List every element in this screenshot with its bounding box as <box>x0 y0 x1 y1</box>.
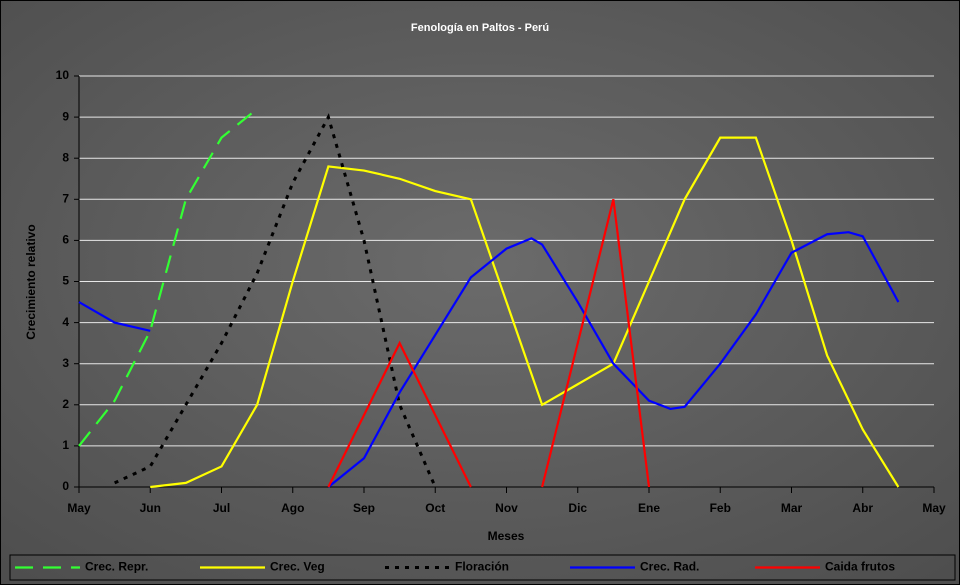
x-tick-label: Ene <box>638 501 660 515</box>
y-tick-label: 0 <box>62 479 69 493</box>
x-tick-label: Jun <box>140 501 161 515</box>
legend-label: Floración <box>455 560 509 574</box>
y-tick-label: 7 <box>62 191 69 205</box>
series-line <box>327 199 651 488</box>
y-tick-label: 2 <box>62 397 69 411</box>
x-tick-label: Abr <box>852 501 873 515</box>
y-tick-label: 1 <box>62 438 69 452</box>
x-tick-label: Mar <box>781 501 803 515</box>
series-line <box>78 108 258 447</box>
x-tick-label: Ago <box>281 501 304 515</box>
y-tick-label: 10 <box>56 68 70 82</box>
x-tick-label: Dic <box>568 501 587 515</box>
legend-label: Crec. Veg <box>270 560 325 574</box>
x-tick-label: Nov <box>495 501 518 515</box>
x-axis-label: Meses <box>488 529 525 543</box>
legend-frame <box>9 554 956 581</box>
legend-label: Caida frutos <box>825 560 895 574</box>
y-tick-label: 9 <box>62 109 69 123</box>
x-tick-label: May <box>67 501 91 515</box>
y-tick-label: 8 <box>62 150 69 164</box>
chart-title: Fenología en Paltos - Perú <box>411 22 549 34</box>
y-tick-label: 4 <box>62 315 69 329</box>
x-tick-label: May <box>922 501 946 515</box>
series-line <box>150 136 900 489</box>
legend-label: Crec. Rad. <box>640 560 699 574</box>
y-tick-label: 6 <box>62 233 69 247</box>
legend-label: Crec. Repr. <box>85 560 148 574</box>
x-tick-label: Feb <box>710 501 731 515</box>
y-axis-label: Crecimiento relativo <box>24 224 38 339</box>
x-tick-label: Sep <box>353 501 375 515</box>
x-tick-label: Oct <box>425 501 445 515</box>
y-tick-label: 5 <box>62 274 69 288</box>
x-tick-label: Jul <box>213 501 230 515</box>
series-line <box>78 231 900 488</box>
y-tick-label: 3 <box>62 356 69 370</box>
